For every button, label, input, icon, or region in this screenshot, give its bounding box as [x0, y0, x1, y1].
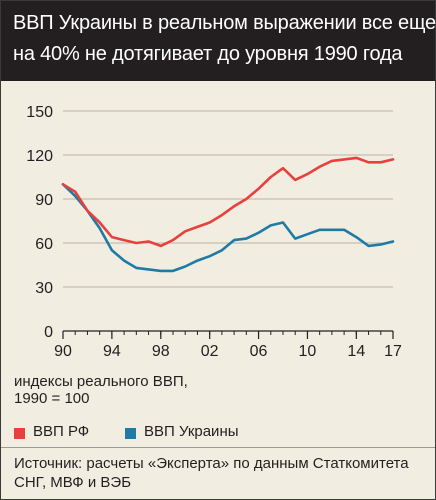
series-lines	[61, 156, 395, 273]
series-line-russia	[61, 156, 395, 248]
x-tick-label-14: 14	[347, 343, 365, 360]
y-tick-label-120: 120	[26, 148, 53, 165]
y-tick-label-30: 30	[35, 280, 53, 297]
source-line-2: СНГ, МВФ и ВЭБ	[14, 474, 132, 491]
legend-label-russia: ВВП РФ	[33, 423, 90, 440]
x-tick-label-90: 90	[54, 343, 72, 360]
axis-caption-line-2: 1990 = 100	[14, 390, 90, 407]
divider	[1, 447, 435, 448]
y-tick-label-90: 90	[35, 192, 53, 209]
source-line-1: Источник: расчеты «Эксперта» по данным С…	[14, 455, 409, 472]
x-tick-label-17: 17	[384, 343, 402, 360]
y-tick-label-150: 150	[26, 104, 53, 121]
x-tick-label-94: 94	[103, 343, 121, 360]
x-tick-label-98: 98	[152, 343, 170, 360]
y-tick-label-60: 60	[35, 236, 53, 253]
y-axis-caption: индексы реального ВВП, 1990 = 100	[14, 373, 188, 407]
title-line-2: на 40% не дотягивает до уровня 1990 года	[13, 43, 403, 65]
grid	[63, 110, 393, 288]
y-tick-label-0: 0	[44, 324, 53, 341]
axes: 0 30 60 90 120 150 90 94 98 02 06 10 14 17	[26, 104, 402, 360]
title-line-1: ВВП Украины в реальном выражении все еще	[13, 12, 436, 34]
legend-label-ukraine: ВВП Украины	[144, 423, 239, 440]
legend-swatch-ukraine	[125, 428, 136, 439]
chart-title: ВВП Украины в реальном выражении все еще…	[1, 1, 436, 81]
x-tick-label-06: 06	[250, 343, 268, 360]
legend-swatch-russia	[14, 428, 25, 439]
series-line-ukraine	[61, 183, 395, 273]
source-note: Источник: расчеты «Эксперта» по данным С…	[14, 454, 409, 492]
x-tick-label-02: 02	[201, 343, 219, 360]
x-tick-label-10: 10	[299, 343, 317, 360]
line-chart: 0 30 60 90 120 150 90 94 98 02 06 10 14 17	[26, 104, 402, 360]
axis-caption-line-1: индексы реального ВВП,	[14, 373, 188, 390]
